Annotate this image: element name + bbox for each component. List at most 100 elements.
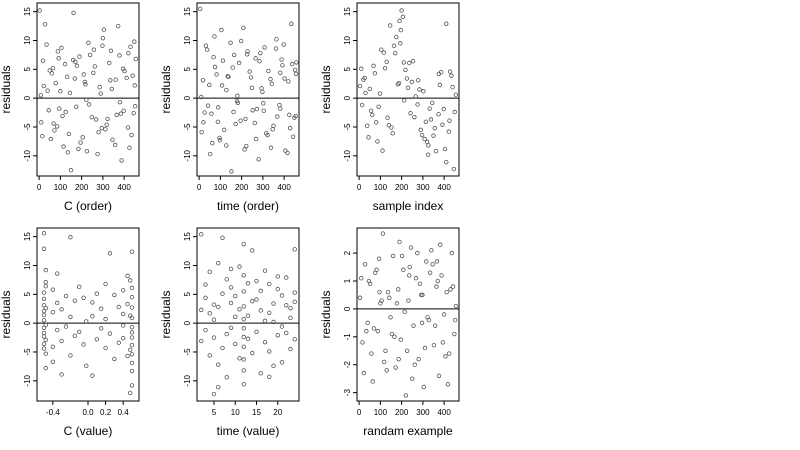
data-point [43,280,48,285]
data-point [381,50,386,55]
data-point [76,146,81,152]
data-point [386,123,392,128]
data-point [62,61,68,67]
x-tick-label: 20 [273,408,282,417]
y-tick-label: -5 [183,348,192,356]
data-point [287,125,293,131]
data-point [59,372,64,377]
data-point [41,318,47,323]
data-point [398,27,403,33]
data-point [241,344,246,349]
data-point [97,84,102,90]
panel-c-order: 0 100 200 300 400 -10 -5 0 5 10 15 C (order) residua… [0,2,140,213]
data-point [289,21,294,26]
data-point [244,143,249,149]
data-point [284,275,289,280]
data-point [49,71,55,76]
data-point [241,241,246,247]
data-point [91,47,97,52]
data-point [401,60,406,65]
y-tick-label: 10 [23,260,32,269]
data-point [41,296,47,302]
data-point [288,315,293,321]
data-point [404,348,410,353]
data-point [444,289,449,295]
data-point [77,284,82,290]
x-tick-label: 400 [117,183,131,192]
data-point [405,85,411,90]
plot-frame [36,2,140,177]
y-tick-label: -10 [343,149,352,161]
data-point [452,331,457,337]
data-point [440,122,445,127]
data-point [438,242,443,247]
data-point [57,106,62,111]
data-point [385,289,391,295]
data-point [129,295,135,300]
data-point [388,315,393,320]
data-point [50,309,56,315]
data-point [128,44,133,50]
data-point [256,157,261,162]
data-point [241,289,246,294]
data-point [81,342,86,347]
data-point [241,304,246,309]
data-point [61,144,66,149]
data-point [245,313,251,318]
x-tick-label: 300 [416,408,430,417]
data-point [39,120,44,125]
data-point [423,119,429,124]
data-point [244,52,250,57]
data-point [40,58,46,63]
data-point [128,390,133,396]
data-point [275,274,280,279]
data-point [441,312,447,317]
data-point [221,127,227,133]
data-point [41,330,47,336]
data-point [72,298,78,303]
y-tick-label: -5 [183,123,192,131]
data-point [228,40,233,45]
data-point [421,384,426,390]
data-point [115,23,121,29]
data-point [286,79,291,84]
data-point [43,284,48,289]
data-point [129,335,135,340]
y-tick-label: 15 [23,232,32,241]
y-axis-label: residuals [159,290,173,338]
data-point [86,40,91,45]
y-tick-label: 0 [23,95,32,100]
data-point [401,98,407,103]
data-point [434,284,439,289]
x-tick-label: 200 [235,183,249,192]
data-point [262,318,268,324]
data-point [117,53,122,58]
data-point [211,302,217,307]
data-point [396,80,402,86]
data-point [78,140,83,145]
data-point [288,305,293,311]
data-point [361,370,366,376]
data-point [243,116,248,122]
data-point [290,61,295,67]
data-point [408,245,414,250]
data-point [258,50,263,56]
data-point [46,108,51,113]
data-point [267,281,272,287]
data-point [127,145,132,150]
data-point [44,42,49,47]
data-point [231,52,237,58]
data-point [228,300,234,306]
y-tick-label: -10 [183,149,192,161]
data-point [371,63,376,69]
data-point [216,304,221,310]
data-point [410,59,416,64]
data-point [126,50,131,56]
data-point [47,68,52,73]
data-point [131,110,136,116]
data-point [292,299,297,305]
data-point [241,368,246,373]
data-point [436,373,442,379]
data-point [104,122,109,127]
data-point [248,75,254,80]
